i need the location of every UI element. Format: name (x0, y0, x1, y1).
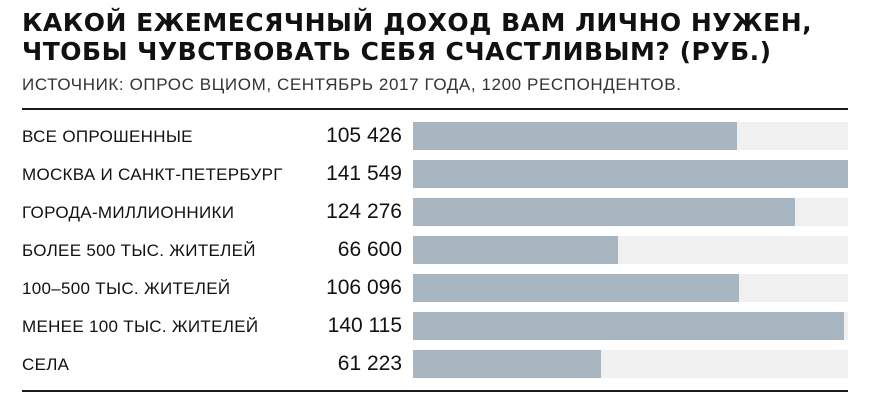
value-label: 105 426 (326, 124, 402, 147)
category-label: МЕНЕЕ 100 ТЫС. ЖИТЕЛЕЙ (22, 317, 259, 336)
category-label: ВСЕ ОПРОШЕННЫЕ (22, 127, 193, 146)
bar-track (413, 312, 848, 340)
bottom-rule (22, 390, 848, 392)
chart-title: КАКОЙ ЕЖЕМЕСЯЧНЫЙ ДОХОД ВАМ ЛИЧНО НУЖЕН,… (22, 8, 813, 66)
category-label: СЕЛА (22, 355, 70, 374)
bar-row: МЕНЕЕ 100 ТЫС. ЖИТЕЛЕЙ 140 115 (22, 308, 848, 346)
bar-row: БОЛЕЕ 500 ТЫС. ЖИТЕЛЕЙ 66 600 (22, 232, 848, 270)
bar (413, 160, 848, 188)
bar-track (413, 236, 848, 264)
top-rule (22, 108, 848, 110)
bar-track (413, 122, 848, 150)
value-label: 61 223 (337, 352, 402, 375)
category-label: МОСКВА И САНКТ-ПЕТЕРБУРГ (22, 165, 283, 184)
bar-track (413, 160, 848, 188)
bar (413, 122, 737, 150)
value-label: 124 276 (326, 200, 402, 223)
bar-track (413, 198, 848, 226)
value-label: 66 600 (337, 238, 402, 261)
bar-row: ВСЕ ОПРОШЕННЫЕ 105 426 (22, 118, 848, 156)
bar-row: 100–500 ТЫС. ЖИТЕЛЕЙ 106 096 (22, 270, 848, 308)
bar-row: МОСКВА И САНКТ-ПЕТЕРБУРГ 141 549 (22, 156, 848, 194)
value-label: 141 549 (326, 162, 402, 185)
category-label: 100–500 ТЫС. ЖИТЕЛЕЙ (22, 279, 231, 298)
bar (413, 350, 601, 378)
bar (413, 198, 795, 226)
category-label: БОЛЕЕ 500 ТЫС. ЖИТЕЛЕЙ (22, 241, 256, 260)
bar (413, 312, 844, 340)
bar (413, 274, 739, 302)
chart-subtitle: ИСТОЧНИК: ОПРОС ВЦИОМ, СЕНТЯБРЬ 2017 ГОД… (22, 75, 682, 94)
value-label: 140 115 (327, 314, 402, 337)
value-label: 106 096 (326, 276, 402, 299)
bar-row: ГОРОДА-МИЛЛИОННИКИ 124 276 (22, 194, 848, 232)
bar-row: СЕЛА 61 223 (22, 346, 848, 384)
category-label: ГОРОДА-МИЛЛИОННИКИ (22, 203, 235, 222)
bar (413, 236, 618, 264)
bar-track (413, 350, 848, 378)
bar-track (413, 274, 848, 302)
